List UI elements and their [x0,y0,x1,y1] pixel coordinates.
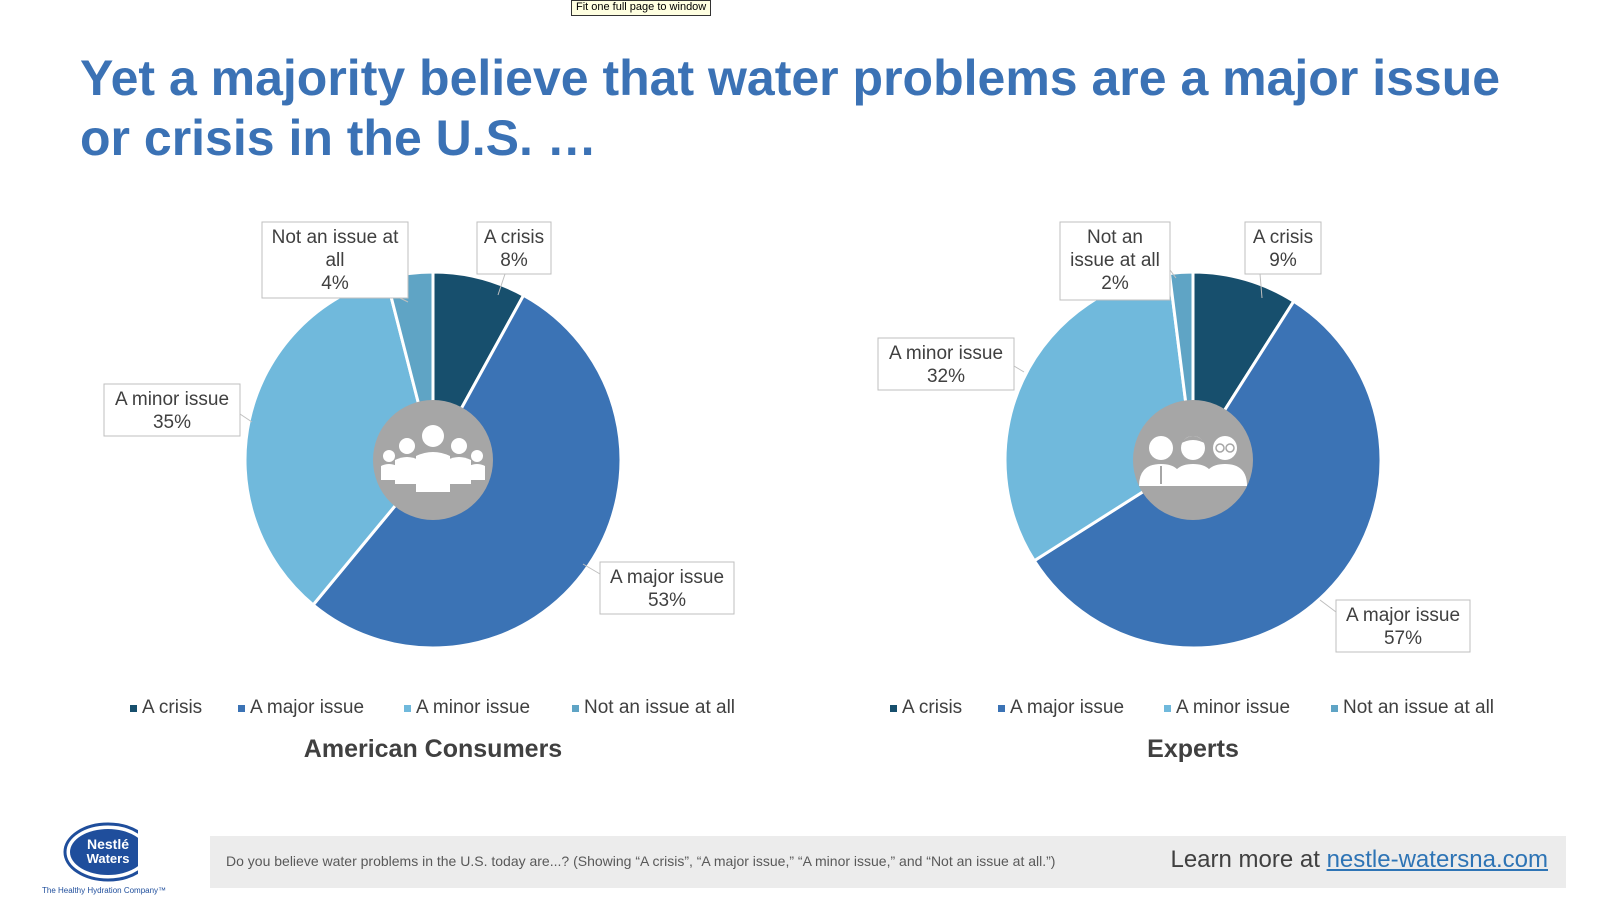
person-body [395,457,419,484]
legend-item-a-major-issue: A major issue [250,697,364,718]
logo-line1: Nestlé [87,836,129,852]
callout-pointer [497,273,506,296]
data-label-text: A major issue [1346,605,1460,626]
person-head [451,438,467,454]
person-head [399,438,415,454]
data-label-text: 53% [648,590,686,611]
legend-item-not-an-issue-at-all: Not an issue at all [584,697,735,718]
data-label-text: A major issue [610,567,724,588]
callout-pointer [1169,269,1177,279]
data-label-text: A minor issue [115,389,229,410]
person-head [1213,436,1237,460]
glasses-detail [1225,443,1235,453]
callout-pointer [1319,599,1337,613]
glasses-detail [1215,443,1225,453]
experts-people-icon [1139,436,1247,486]
legend: A crisis A major issue A minor issue Not an… [890,697,1494,718]
data-label-text: Not an [1087,227,1143,248]
legend-swatch [890,705,897,712]
pie-slice-a-minor-issue [243,276,435,607]
tooltip: Fit one full page to window [571,0,712,16]
callout-pointer [239,413,253,423]
callout-box [1059,221,1171,301]
data-label-text: issue at all [1070,250,1160,271]
legend-swatch [1164,705,1171,712]
person-head [471,450,483,462]
nestle-waters-logo: Nestlé Waters The Healthy Hydration Comp… [38,820,178,898]
legend-swatch [130,705,137,712]
person-body [381,464,397,480]
callout-box [599,561,735,615]
callout-box [261,221,409,299]
callout-box [877,337,1015,391]
logo-tagline: The Healthy Hydration Company™ [42,886,167,895]
person-head [383,450,395,462]
footer-bar: Do you believe water problems in the U.S… [210,836,1566,888]
data-label-text: 4% [321,273,349,294]
person-body [447,457,471,484]
legend-item-a-minor-issue: A minor issue [1176,697,1290,718]
page-title: Yet a majority believe that water proble… [80,50,1501,166]
legend-swatch [238,705,245,712]
legend-swatch [572,705,579,712]
data-label-text: 32% [927,366,965,387]
hair-detail [1180,436,1206,444]
logo-badge: Nestlé Waters [63,822,153,882]
data-label-text: 35% [153,412,191,433]
chart-title: Experts [1147,735,1239,763]
survey-question: Do you believe water problems in the U.S… [226,853,1056,869]
data-label-text: 8% [500,250,528,271]
legend-swatch [404,705,411,712]
legend-item-a-crisis: A crisis [902,697,962,718]
website-link[interactable]: nestle-watersna.com [1326,846,1548,873]
legend-item-a-minor-issue: A minor issue [416,697,530,718]
person-body [469,464,485,480]
person-body [416,452,450,492]
data-label-text: 9% [1269,250,1297,271]
logo-line2: Waters [87,851,130,866]
callout-pointer [399,297,409,303]
data-label-not-an-issue-at-all: Not an issue at all 4% [261,221,409,303]
callout-box [1335,599,1471,653]
data-label-text: all [325,250,344,271]
person-head [1149,436,1173,460]
legend-item-a-crisis: A crisis [142,697,202,718]
data-label-text: Not an issue at [272,227,399,248]
data-label-text: 57% [1384,628,1422,649]
legend-item-not-an-issue-at-all: Not an issue at all [1343,697,1494,718]
learn-more: Learn more at nestle-watersna.com [1170,846,1548,874]
person-body [1203,464,1247,486]
person-head [1181,436,1205,460]
data-label-text: A minor issue [889,343,1003,364]
legend-swatch [1331,705,1338,712]
callout-box [476,221,552,275]
legend: A crisis A major issue A minor issue Not an… [130,697,735,718]
chart-title: American Consumers [304,735,562,763]
callout-box [1244,221,1322,275]
callout-pointer [1259,273,1263,299]
callout-box [103,383,241,437]
legend-item-a-major-issue: A major issue [1010,697,1124,718]
data-label-text: A crisis [1253,227,1313,248]
data-label-text: 2% [1101,273,1129,294]
learn-more-text: Learn more at [1170,846,1327,873]
callout-pointer [582,563,601,575]
callout-pointer [1013,365,1025,373]
person-head [422,425,444,447]
group-people-icon [381,425,485,492]
data-label-text: A crisis [484,227,544,248]
legend-swatch [998,705,1005,712]
